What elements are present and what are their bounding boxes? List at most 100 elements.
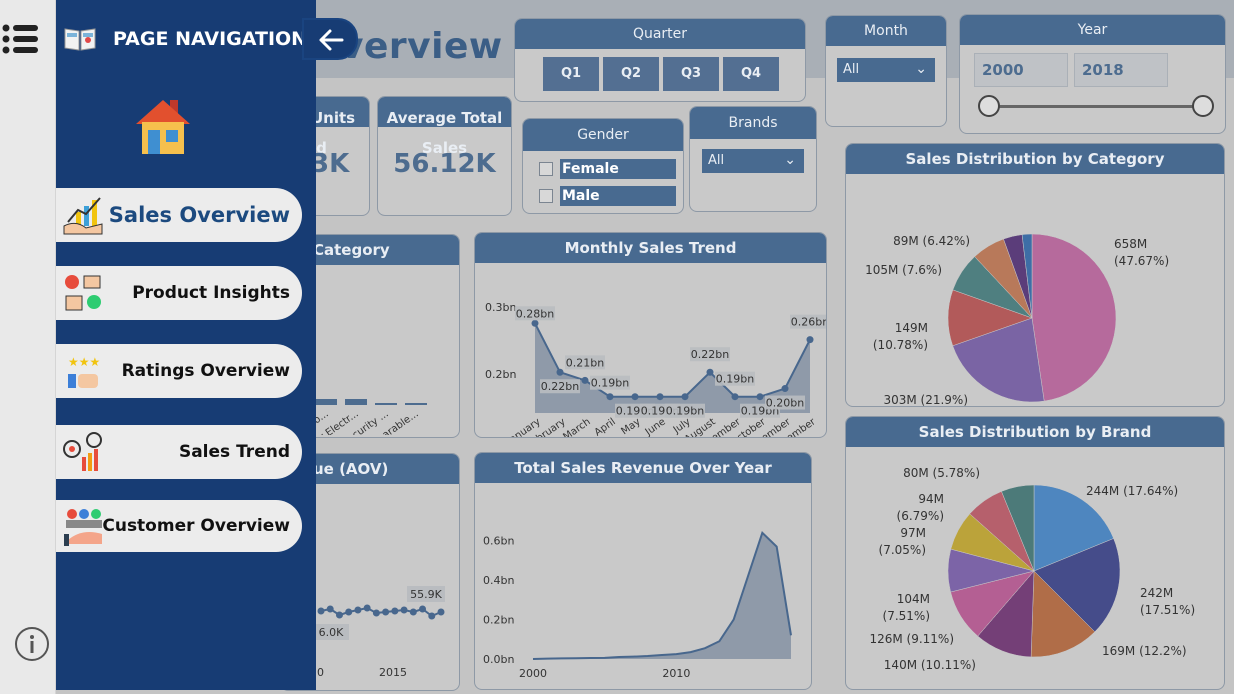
monthly-point <box>806 336 814 344</box>
gender-option-female[interactable]: Female <box>560 159 676 179</box>
monthly-ytick: 0.3bn <box>485 301 516 314</box>
monthly-data-label: 0.26bn <box>791 316 827 329</box>
monthly-trend-title: Monthly Sales Trend <box>475 233 826 263</box>
monthly-label-bg <box>690 347 730 362</box>
month-dropdown-value: All <box>843 62 860 77</box>
nav-sales-trend[interactable]: Sales Trend <box>56 425 302 479</box>
brands-dropdown[interactable]: All ⌄ <box>702 149 804 173</box>
aov-data-label: 55.9K <box>410 588 442 601</box>
aov-point <box>354 606 362 614</box>
gender-male-checkbox[interactable] <box>539 189 553 203</box>
monthly-point <box>781 385 789 393</box>
home-icon[interactable] <box>134 96 192 156</box>
category-pie-label: (47.67%) <box>1114 254 1169 268</box>
aov-line-chart: 55.9K 6.0K 0 2015 <box>315 586 445 679</box>
aov-point <box>419 605 427 613</box>
quarter-option-q3[interactable]: Q3 <box>663 57 719 91</box>
gender-female-checkbox[interactable] <box>539 162 553 176</box>
nav-sales-overview-label: Sales Overview <box>108 203 290 227</box>
year-slider-start-handle[interactable] <box>978 95 1000 117</box>
category-bar <box>345 399 367 405</box>
revenue-over-year-title: Total Sales Revenue Over Year <box>475 453 811 483</box>
nav-customer-overview[interactable]: Customer Overview <box>56 500 302 552</box>
aov-point <box>400 606 408 614</box>
year-start-input[interactable]: 2000 <box>974 53 1068 87</box>
quarter-option-q1[interactable]: Q1 <box>543 57 599 91</box>
monthly-xtick: June <box>643 416 668 437</box>
aov-label-bg <box>407 586 445 602</box>
brand-pie-label: 104M <box>897 592 930 606</box>
menu-icon[interactable] <box>2 24 38 54</box>
nav-product-insights[interactable]: Product Insights <box>56 266 302 320</box>
info-icon[interactable] <box>14 626 50 662</box>
monthly-data-label: 0.28bn <box>516 307 554 320</box>
monthly-data-label: 0.20bn <box>766 397 804 410</box>
brand-pie-slice <box>1033 538 1121 633</box>
brand-pie-slice <box>1033 484 1114 572</box>
year-slicer: Year 2000 2018 <box>959 14 1226 134</box>
monthly-label-bg <box>790 314 826 329</box>
brand-pie-label: 244M (17.64%) <box>1086 484 1178 498</box>
monthly-label-bg <box>590 375 630 390</box>
svg-text:★★★: ★★★ <box>68 355 100 369</box>
monthly-point <box>531 319 539 327</box>
back-button[interactable] <box>302 18 358 60</box>
category-pie-slice <box>1021 233 1033 319</box>
aov-point <box>372 609 380 617</box>
category-bar <box>405 403 427 405</box>
monthly-point <box>656 393 664 401</box>
monthly-point <box>631 393 639 401</box>
aov-point <box>409 608 417 616</box>
monthly-point <box>556 368 564 376</box>
monthly-label-bg <box>765 395 805 410</box>
brand-pie-card: Sales Distribution by Brand 244M (17.64%… <box>845 416 1225 690</box>
aov-label-bg <box>315 624 349 640</box>
sales-growth-icon <box>63 197 103 235</box>
feedback-emoji-icon <box>65 275 101 311</box>
monthly-point <box>731 393 739 401</box>
year-slider-track[interactable] <box>988 105 1204 108</box>
brand-pie-slice <box>1001 484 1035 572</box>
monthly-xtick: April <box>593 416 618 437</box>
back-arrow-icon <box>319 29 344 51</box>
aov-xtick: 0 <box>317 666 324 679</box>
category-pie-slice <box>1031 233 1117 402</box>
brand-pie-label: 169M (12.2%) <box>1102 644 1187 658</box>
revenue-line <box>532 531 792 660</box>
brand-pie-title: Sales Distribution by Brand <box>846 417 1224 447</box>
brand-pie-label: 242M <box>1140 586 1173 600</box>
category-pie-slice <box>952 317 1045 403</box>
kpi-avg-value: 56.12K <box>393 149 496 179</box>
nav-sales-overview[interactable]: Sales Overview <box>56 188 302 242</box>
year-end-input[interactable]: 2018 <box>1074 53 1168 87</box>
revenue-xtick: 2010 <box>662 667 690 680</box>
brand-pie-slice <box>1030 570 1096 658</box>
category-bar <box>375 403 397 405</box>
monthly-label-bg <box>715 371 755 386</box>
monthly-sales-trend-chart: 0.3bn 0.2bn 0.28bn 0.22bn 0.21bn 0.19bn 0.19bn… <box>485 301 827 437</box>
monthly-data-label: 0.22bn <box>691 348 729 361</box>
year-slider-end-handle[interactable] <box>1192 95 1214 117</box>
gender-option-male[interactable]: Male <box>560 186 676 206</box>
monthly-data-label: 0.19bn <box>716 373 754 386</box>
monthly-point <box>581 376 589 384</box>
quarter-option-q2[interactable]: Q2 <box>603 57 659 91</box>
brand-pie-label: (7.51%) <box>883 609 930 623</box>
month-dropdown[interactable]: All ⌄ <box>837 58 935 82</box>
quarter-option-q4[interactable]: Q4 <box>723 57 779 91</box>
brand-pie-label: (17.51%) <box>1140 603 1195 617</box>
quarter-slicer-title: Quarter <box>515 19 805 49</box>
app-rail <box>0 0 56 694</box>
aov-point <box>363 604 371 612</box>
brand-pie-label: 140M (10.11%) <box>884 658 976 672</box>
nav-ratings-overview[interactable]: ★★★ Ratings Overview <box>56 344 302 398</box>
revenue-ytick: 0.4bn <box>483 574 514 587</box>
category-pie-label: 303M (21.9%) <box>883 393 968 406</box>
category-bar <box>315 399 337 405</box>
kpi-avg-title-l1: Average Total <box>386 109 503 127</box>
category-pie-chart: 658M (47.67%) 303M (21.9%) 149M (10.78%) 105M… <box>865 233 1169 406</box>
aov-xtick: 2015 <box>379 666 407 679</box>
quarter-slicer: Quarter Q1 Q2 Q3 Q4 <box>514 18 806 102</box>
nav-title: PAGE NAVIGATION <box>113 28 308 50</box>
monthly-data-label: 0.19bn <box>666 405 704 418</box>
